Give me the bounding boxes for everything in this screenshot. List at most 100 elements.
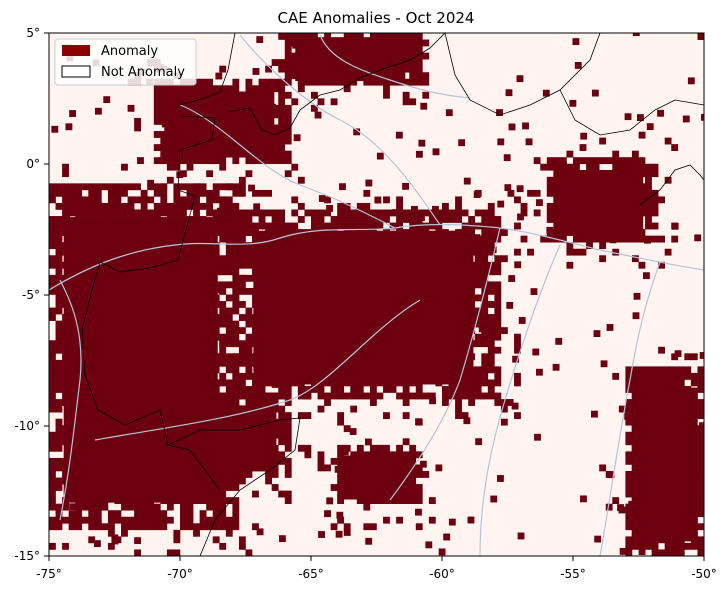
anomaly-cell xyxy=(402,484,410,491)
anomaly-cell xyxy=(101,222,109,230)
anomaly-cell xyxy=(180,124,187,132)
anomaly-cell xyxy=(55,438,63,446)
anomaly-cell xyxy=(330,222,338,230)
anomaly-cell xyxy=(297,261,305,269)
anomaly-cell xyxy=(671,444,679,452)
anomaly-cell xyxy=(317,301,325,308)
anomaly-cell xyxy=(638,189,646,197)
anomaly-cell xyxy=(199,444,207,452)
anomaly-cell xyxy=(409,33,417,40)
anomaly-cell xyxy=(363,216,371,223)
anomaly-cell xyxy=(402,209,410,217)
anomaly-cell xyxy=(291,301,299,308)
anomaly-cell xyxy=(297,176,305,184)
anomaly-cell xyxy=(180,412,187,420)
anomaly-cell xyxy=(324,366,331,374)
anomaly-cell xyxy=(317,353,325,361)
anomaly-cell xyxy=(278,412,286,420)
anomaly-cell xyxy=(107,471,115,478)
anomaly-cell xyxy=(494,314,502,321)
anomaly-cell xyxy=(121,301,128,308)
anomaly-cell xyxy=(212,418,220,426)
anomaly-cell xyxy=(468,399,476,406)
anomaly-cell xyxy=(474,392,482,400)
anomaly-cell xyxy=(291,59,299,66)
anomaly-cell xyxy=(147,209,155,217)
anomaly-cell xyxy=(160,196,168,204)
anomaly-cell xyxy=(422,353,430,361)
anomaly-cell xyxy=(383,229,390,236)
anomaly-cell xyxy=(566,209,574,217)
anomaly-cell xyxy=(350,33,358,34)
anomaly-cell xyxy=(193,150,200,158)
anomaly-cell xyxy=(363,281,371,289)
anomaly-cell xyxy=(317,307,325,315)
anomaly-cell xyxy=(625,196,633,204)
anomaly-cell xyxy=(206,425,214,433)
anomaly-cell xyxy=(389,268,397,276)
anomaly-cell xyxy=(265,372,272,380)
anomaly-cell xyxy=(278,268,286,276)
anomaly-cell xyxy=(258,307,266,315)
anomaly-cell xyxy=(126,266,134,273)
anomaly-cell xyxy=(389,52,397,60)
anomaly-cell xyxy=(173,235,181,243)
anomaly-cell xyxy=(442,392,449,400)
anomaly-cell xyxy=(62,399,69,406)
anomaly-cell xyxy=(238,353,246,361)
anomaly-cell xyxy=(153,235,161,243)
anomaly-cell xyxy=(166,444,174,452)
anomaly-cell xyxy=(49,255,56,263)
anomaly-cell xyxy=(448,255,456,263)
anomaly-cell xyxy=(232,333,240,341)
anomaly-cell xyxy=(335,530,343,538)
anomaly-cell xyxy=(324,59,331,66)
anomaly-cell xyxy=(396,333,403,341)
anomaly-cell xyxy=(147,523,155,531)
anomaly-cell xyxy=(369,33,377,34)
anomaly-cell xyxy=(74,225,82,233)
anomaly-cell xyxy=(442,229,449,236)
anomaly-cell xyxy=(245,170,253,178)
anomaly-cell xyxy=(67,329,75,337)
anomaly-cell xyxy=(376,59,384,66)
anomaly-cell xyxy=(173,124,181,132)
anomaly-cell xyxy=(232,431,240,439)
anomaly-cell xyxy=(500,327,508,335)
anomaly-cell xyxy=(697,431,704,439)
anomaly-cell xyxy=(166,477,174,485)
anomaly-cell xyxy=(107,307,115,315)
anomaly-cell xyxy=(219,510,227,518)
anomaly-cell xyxy=(75,333,83,341)
anomaly-cell xyxy=(258,301,266,308)
anomaly-cell xyxy=(219,111,227,119)
anomaly-cell xyxy=(409,287,417,295)
anomaly-cell xyxy=(376,72,384,80)
anomaly-cell xyxy=(278,379,286,387)
anomaly-cell xyxy=(49,189,56,197)
anomaly-cell xyxy=(356,33,364,40)
anomaly-cell xyxy=(212,255,220,263)
anomaly-cell xyxy=(68,242,76,250)
anomaly-cell xyxy=(265,209,272,217)
anomaly-cell xyxy=(694,234,702,242)
anomaly-cell xyxy=(369,216,377,223)
anomaly-cell xyxy=(677,464,685,472)
anomaly-cell xyxy=(173,104,181,112)
anomaly-cell xyxy=(166,91,174,99)
anomaly-cell xyxy=(343,366,351,374)
anomaly-cell xyxy=(140,307,148,315)
anomaly-cell xyxy=(180,503,187,511)
anomaly-cell xyxy=(101,274,109,282)
anomaly-cell xyxy=(212,222,220,230)
anomaly-cell xyxy=(356,340,364,348)
anomaly-cell xyxy=(68,268,76,276)
anomaly-cell xyxy=(324,307,331,315)
anomaly-cell xyxy=(461,372,469,380)
anomaly-cell xyxy=(304,33,312,34)
anomaly-cell xyxy=(504,184,512,192)
anomaly-cell xyxy=(396,216,403,223)
anomaly-cell xyxy=(389,39,397,47)
anomaly-cell xyxy=(252,111,259,119)
anomaly-cell xyxy=(553,189,561,197)
